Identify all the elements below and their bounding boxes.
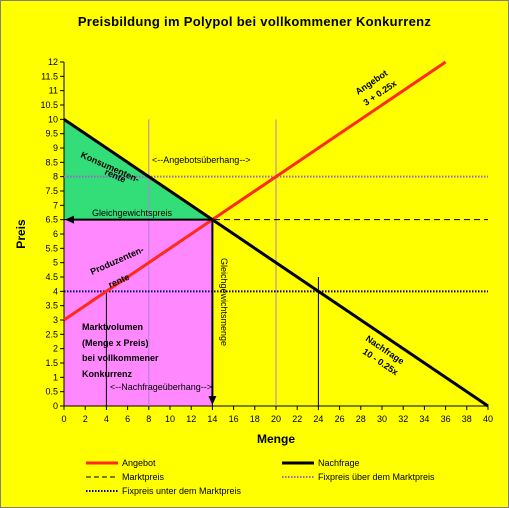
angebot-line bbox=[63, 60, 447, 322]
y-tick-label-8: 4 bbox=[53, 286, 58, 296]
x-tick-label-10: 20 bbox=[271, 414, 281, 424]
gleichgewichtspreis-arrowhead bbox=[65, 215, 74, 224]
legend-label-2: Marktpreis bbox=[122, 472, 165, 482]
x-tick-label-9: 18 bbox=[250, 414, 260, 424]
y-tick-label-0: 0 bbox=[53, 401, 58, 411]
nachfrage-line bbox=[63, 118, 489, 408]
y-tick-label-15: 7.5 bbox=[45, 186, 58, 196]
x-tick-label-17: 34 bbox=[419, 414, 429, 424]
gleichgewichtspreis-label: Gleichgewichtspreis bbox=[92, 208, 173, 218]
x-tick-label-5: 10 bbox=[165, 414, 175, 424]
y-tick-label-16: 8 bbox=[53, 172, 58, 182]
y-tick-label-2: 1 bbox=[53, 372, 58, 382]
x-tick-label-8: 16 bbox=[229, 414, 239, 424]
x-tick-label-11: 22 bbox=[292, 414, 302, 424]
y-tick-label-22: 11 bbox=[49, 86, 58, 96]
y-tick-label-14: 7 bbox=[53, 200, 58, 210]
y-tick-label-5: 2.5 bbox=[45, 329, 58, 339]
y-tick-label-7: 3.5 bbox=[45, 301, 58, 311]
y-tick-label-23: 11.5 bbox=[41, 71, 58, 81]
x-tick-label-19: 38 bbox=[462, 414, 472, 424]
x-tick-label-12: 24 bbox=[313, 414, 323, 424]
legend-label-1: Nachfrage bbox=[318, 458, 360, 468]
x-tick-label-0: 0 bbox=[61, 414, 66, 424]
x-axis-label: Menge bbox=[257, 432, 295, 446]
angebotsueberhang-label: <--Angebotsüberhang--> bbox=[152, 155, 251, 165]
chart-title: Preisbildung im Polypol bei vollkommener… bbox=[77, 14, 432, 29]
x-tick-label-6: 12 bbox=[186, 414, 196, 424]
marktvolumen-label-4: Konkurrenz bbox=[82, 369, 133, 379]
gleichgewichtsmenge-arrowhead bbox=[208, 396, 217, 405]
x-tick-label-13: 26 bbox=[335, 414, 345, 424]
y-tick-label-4: 2 bbox=[53, 344, 58, 354]
x-tick-label-18: 36 bbox=[441, 414, 451, 424]
x-tick-label-15: 30 bbox=[377, 414, 387, 424]
marktvolumen-label-3: bei vollkommener bbox=[82, 353, 159, 363]
x-tick-label-16: 32 bbox=[398, 414, 408, 424]
x-tick-label-14: 28 bbox=[356, 414, 366, 424]
x-tick-label-2: 4 bbox=[104, 414, 109, 424]
y-axis-label: Preis bbox=[14, 219, 28, 249]
nachfrageueberhang-label: <--Nachfrageüberhang--> bbox=[110, 382, 212, 392]
y-tick-label-20: 10 bbox=[48, 114, 58, 124]
y-tick-label-21: 10.5 bbox=[40, 100, 58, 110]
legend-label-0: Angebot bbox=[122, 458, 156, 468]
y-tick-label-17: 8.5 bbox=[45, 157, 58, 167]
gleichgewichtsmenge-label: Gleichgewichtsmenge bbox=[219, 258, 229, 346]
x-tick-label-1: 2 bbox=[83, 414, 88, 424]
y-tick-label-11: 5.5 bbox=[45, 243, 58, 253]
x-tick-label-20: 40 bbox=[483, 414, 493, 424]
y-tick-label-10: 5 bbox=[53, 258, 58, 268]
y-tick-label-1: 0.5 bbox=[45, 387, 58, 397]
y-tick-label-24: 12 bbox=[48, 57, 58, 67]
marktvolumen-label-2: (Menge x Preis) bbox=[82, 338, 149, 348]
x-tick-label-4: 8 bbox=[146, 414, 151, 424]
marktvolumen-area bbox=[64, 219, 213, 406]
x-tick-label-3: 6 bbox=[125, 414, 130, 424]
y-tick-label-19: 9.5 bbox=[45, 129, 58, 139]
y-tick-label-13: 6.5 bbox=[45, 215, 58, 225]
y-tick-label-18: 9 bbox=[53, 143, 58, 153]
legend-label-4: Fixpreis unter dem Marktpreis bbox=[122, 486, 242, 496]
x-tick-label-7: 14 bbox=[207, 414, 217, 424]
y-tick-label-3: 1.5 bbox=[45, 358, 58, 368]
marktvolumen-label-1: Marktvolumen bbox=[82, 322, 143, 332]
y-tick-label-12: 6 bbox=[53, 229, 58, 239]
y-tick-label-9: 4.5 bbox=[45, 272, 58, 282]
legend-label-3: Fixpreis über dem Marktpreis bbox=[318, 472, 435, 482]
y-tick-label-6: 3 bbox=[53, 315, 58, 325]
